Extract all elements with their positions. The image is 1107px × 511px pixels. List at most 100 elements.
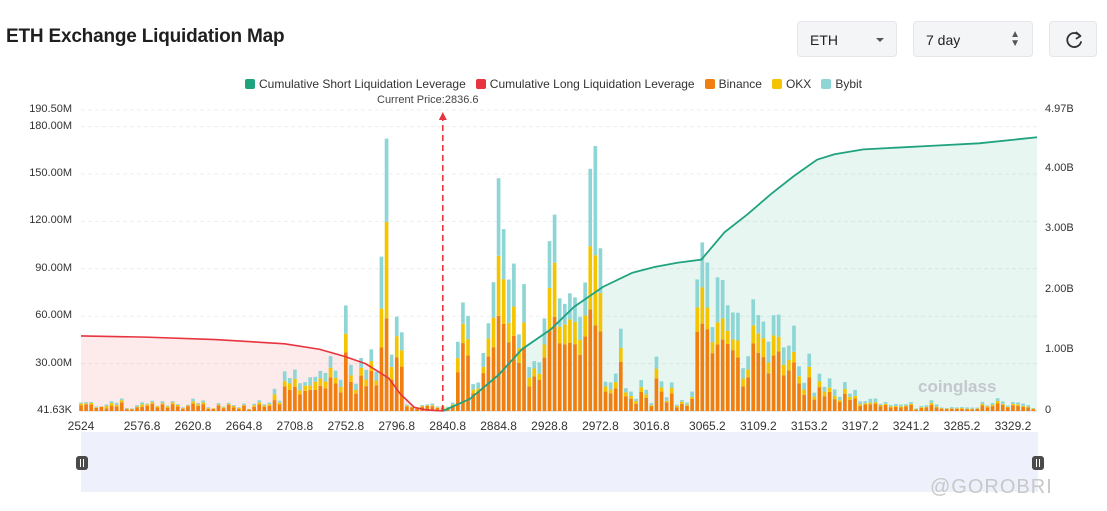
bar-bybit bbox=[506, 279, 511, 323]
bar-binance bbox=[608, 393, 613, 411]
bar-okx bbox=[837, 400, 842, 402]
bar-binance bbox=[125, 409, 129, 411]
bar-bybit bbox=[700, 242, 705, 288]
bar-okx bbox=[659, 387, 664, 392]
range-slider-left-handle[interactable] bbox=[76, 456, 88, 470]
bar-binance bbox=[542, 357, 547, 411]
bar-bybit bbox=[420, 405, 425, 406]
bar-binance bbox=[343, 352, 348, 411]
bar-bybit bbox=[430, 403, 435, 406]
x-tick-label: 3016.8 bbox=[632, 419, 670, 433]
bar-bybit bbox=[542, 318, 547, 345]
bar-bybit bbox=[476, 382, 481, 389]
legend-item[interactable]: Binance bbox=[704, 77, 762, 91]
bar-okx bbox=[568, 319, 572, 343]
bar-bybit bbox=[389, 354, 394, 368]
bar-binance bbox=[649, 406, 654, 411]
bar-binance bbox=[960, 408, 964, 411]
bar-bybit bbox=[781, 347, 786, 365]
bar-okx bbox=[613, 382, 618, 389]
bar-binance bbox=[186, 406, 190, 411]
bar-okx bbox=[731, 339, 735, 351]
bar-bybit bbox=[150, 400, 155, 403]
y-right-tick-label: 1.00B bbox=[1045, 343, 1074, 356]
bar-okx bbox=[104, 405, 109, 409]
bar-binance bbox=[399, 366, 404, 411]
bar-binance bbox=[1000, 404, 1005, 411]
bar-bybit bbox=[939, 407, 944, 409]
bar-bybit bbox=[578, 317, 582, 340]
bar-okx bbox=[135, 406, 139, 408]
bar-binance bbox=[568, 342, 572, 411]
bar-okx bbox=[175, 405, 180, 407]
bar-bybit bbox=[624, 388, 628, 393]
bar-binance bbox=[797, 383, 801, 411]
bar-bybit bbox=[736, 312, 740, 341]
bar-bybit bbox=[680, 400, 684, 402]
bar-okx bbox=[695, 307, 700, 332]
bar-binance bbox=[843, 393, 847, 411]
bar-bybit bbox=[771, 315, 776, 336]
bar-bybit bbox=[664, 397, 669, 401]
bar-bybit bbox=[287, 377, 292, 384]
x-tick-label: 2524 bbox=[67, 419, 95, 433]
bar-binance bbox=[751, 343, 756, 411]
bar-binance bbox=[629, 398, 633, 411]
bar-okx bbox=[405, 405, 409, 407]
bar-bybit bbox=[547, 241, 552, 288]
bar-okx bbox=[486, 338, 491, 357]
bar-binance bbox=[888, 407, 893, 411]
bar-okx bbox=[532, 368, 537, 377]
page-title: ETH Exchange Liquidation Map bbox=[6, 26, 285, 47]
refresh-button[interactable] bbox=[1049, 21, 1097, 57]
range-slider-right-handle[interactable] bbox=[1032, 456, 1044, 470]
legend-label: Cumulative Short Liquidation Leverage bbox=[258, 77, 466, 91]
bar-okx bbox=[705, 307, 710, 330]
bar-okx bbox=[384, 222, 389, 319]
period-select[interactable]: 7 day ▲ ▼ bbox=[913, 21, 1033, 57]
bar-binance bbox=[94, 407, 99, 411]
y-left-tick-label: 190.50M bbox=[29, 103, 72, 115]
bar-okx bbox=[802, 389, 806, 395]
bar-bybit bbox=[364, 369, 369, 380]
y-left-tick-label: 180.00M bbox=[29, 119, 72, 132]
legend-item[interactable]: Bybit bbox=[821, 77, 862, 91]
bar-binance bbox=[522, 347, 526, 411]
bar-binance bbox=[970, 409, 975, 411]
bar-binance bbox=[858, 405, 862, 411]
bar-okx bbox=[226, 403, 231, 405]
legend-item[interactable]: OKX bbox=[771, 77, 811, 91]
bar-okx bbox=[680, 401, 684, 404]
range-slider[interactable] bbox=[81, 432, 1038, 492]
bar-binance bbox=[792, 362, 796, 411]
bar-binance bbox=[247, 409, 251, 411]
bar-bybit bbox=[109, 401, 114, 404]
bar-bybit bbox=[1006, 405, 1010, 407]
bar-okx bbox=[904, 405, 908, 407]
bar-bybit bbox=[975, 407, 980, 409]
bar-bybit bbox=[496, 178, 501, 256]
bar-binance bbox=[914, 409, 919, 411]
bar-binance bbox=[181, 408, 185, 411]
legend-item[interactable]: Cumulative Long Liquidation Leverage bbox=[475, 77, 695, 91]
bar-bybit bbox=[399, 332, 404, 351]
bar-bybit bbox=[741, 368, 745, 379]
bar-binance bbox=[593, 325, 598, 411]
bar-binance bbox=[680, 403, 684, 411]
bar-binance bbox=[863, 404, 868, 411]
bar-bybit bbox=[425, 404, 430, 406]
bar-binance bbox=[369, 371, 374, 411]
bar-binance bbox=[277, 404, 282, 411]
x-tick-label: 2884.8 bbox=[480, 419, 517, 433]
bar-bybit bbox=[853, 389, 857, 396]
bar-okx bbox=[552, 262, 557, 317]
bar-binance bbox=[873, 403, 878, 411]
legend-item[interactable]: Cumulative Short Liquidation Leverage bbox=[244, 77, 466, 91]
bar-okx bbox=[374, 380, 379, 386]
bar-bybit bbox=[252, 403, 256, 406]
bar-okx bbox=[293, 378, 297, 387]
bar-binance bbox=[394, 357, 399, 411]
coin-select[interactable]: ETH bbox=[797, 21, 897, 57]
bar-okx bbox=[583, 315, 587, 337]
bar-bybit bbox=[481, 353, 486, 368]
